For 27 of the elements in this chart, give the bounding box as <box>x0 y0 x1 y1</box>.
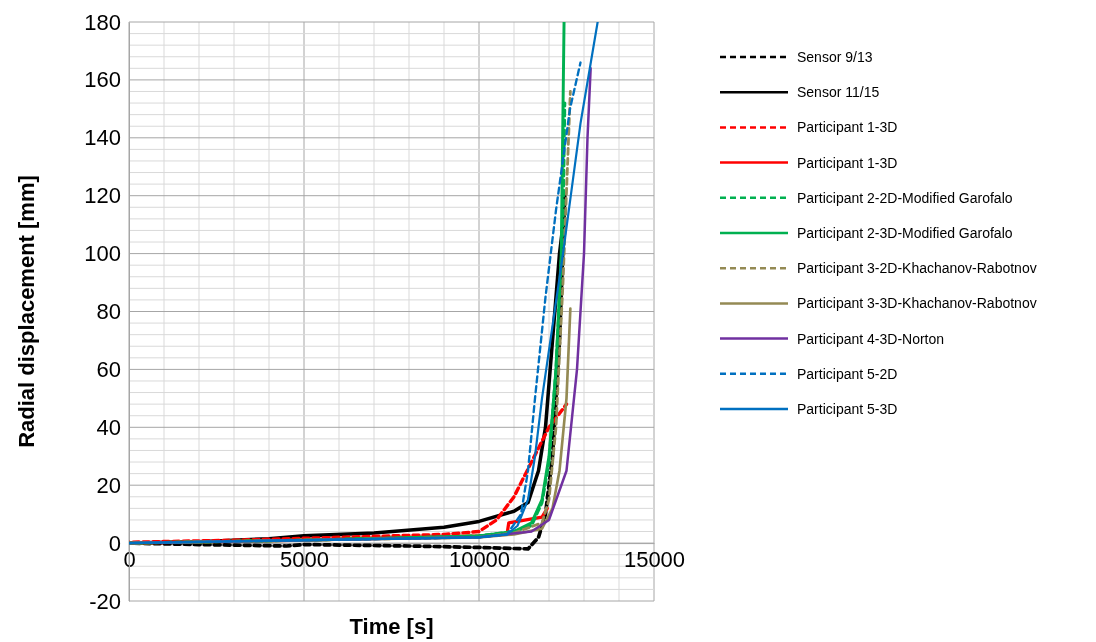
y-tick-label: 0 <box>108 530 121 556</box>
legend-label: Participant 2-2D-Modified Garofalo <box>797 189 1013 206</box>
y-tick-label: 80 <box>96 299 121 325</box>
y-tick-label: -20 <box>89 588 121 614</box>
y-tick-label: 120 <box>84 183 121 209</box>
y-tick-label: 20 <box>96 472 121 498</box>
y-axis-title: Radial displacement [mm] <box>14 175 39 448</box>
legend-label: Sensor 11/15 <box>797 84 880 101</box>
legend-label: Participant 5-3D <box>797 401 898 417</box>
y-tick-label: 100 <box>84 241 121 267</box>
x-tick-label: 10000 <box>448 546 511 572</box>
y-tick-label: 180 <box>84 9 121 35</box>
y-tick-label: 160 <box>84 67 121 93</box>
legend-label: Participant 5-2D <box>797 365 898 382</box>
legend-label: Participant 3-3D-Khachanov-Rabotnov <box>797 295 1037 312</box>
legend-label: Participant 1-3D <box>797 154 898 171</box>
x-axis-title: Time [s] <box>349 614 434 639</box>
legend-label: Participant 1-3D <box>797 119 898 136</box>
legend-label: Participant 3-2D-Khachanov-Rabotnov <box>797 260 1037 277</box>
legend-label: Participant 4-3D-Norton <box>797 330 945 347</box>
y-tick-label: 60 <box>96 356 121 382</box>
legend-label: Participant 2-3D-Modified Garofalo <box>797 225 1013 241</box>
y-tick-label: 40 <box>96 414 121 440</box>
x-tick-label: 15000 <box>623 546 686 572</box>
legend-label: Sensor 9/13 <box>797 49 873 65</box>
y-tick-label: 140 <box>84 125 121 151</box>
x-tick-label: 5000 <box>280 546 329 572</box>
